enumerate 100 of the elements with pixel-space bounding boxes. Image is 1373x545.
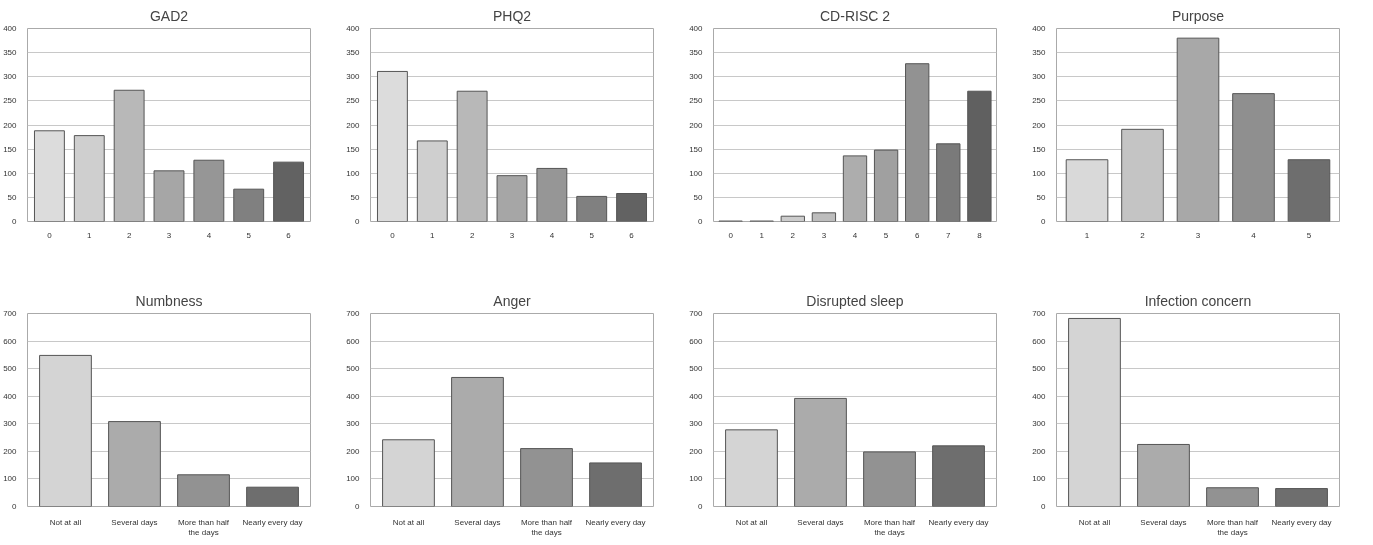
y-tick-label: 300: [1032, 72, 1047, 82]
chart-title: Disrupted sleep: [806, 292, 904, 309]
x-tick-label: 3: [166, 230, 172, 240]
y-tick-label: 200: [3, 446, 18, 456]
y-tick-label: 600: [346, 336, 361, 346]
y-tick-label: 100: [346, 474, 361, 484]
y-tick-label: 400: [3, 391, 18, 401]
chart-title: PHQ2: [492, 7, 532, 24]
y-tick-label: 0: [1041, 502, 1047, 511]
x-tick-label: 4: [549, 230, 555, 240]
y-tick-label: 200: [346, 120, 361, 130]
y-tick-label: 300: [689, 419, 704, 429]
x-tick-label: More than half the days: [520, 517, 573, 538]
bar: [496, 175, 528, 222]
bar: [576, 195, 608, 222]
x-tick-label: 3: [821, 230, 827, 240]
bar: [193, 159, 225, 222]
x-tick-label: 3: [509, 230, 515, 240]
y-tick-label: 600: [1032, 336, 1047, 346]
y-tick-label: 600: [689, 336, 704, 346]
bar: [811, 212, 837, 222]
x-tick-label: Several days: [111, 517, 158, 527]
y-tick-label: 250: [1032, 96, 1047, 106]
y-tick-label: 300: [346, 419, 361, 429]
bar: [863, 451, 916, 507]
y-tick-label: 500: [1032, 364, 1047, 374]
x-tick-label: Several days: [797, 517, 844, 527]
x-tick-label: More than half the days: [863, 517, 916, 538]
x-tick-label: Not at all: [49, 517, 82, 527]
x-tick-label: 0: [390, 230, 396, 240]
x-tick-label: 5: [1306, 230, 1312, 240]
chart-title: Infection concern: [1144, 292, 1252, 309]
bar: [1176, 37, 1220, 222]
x-tick-label: 4: [852, 230, 858, 240]
x-tick-label: Nearly every day: [1271, 517, 1332, 527]
y-tick-label: 400: [1032, 24, 1047, 33]
y-tick-label: 300: [1032, 419, 1047, 429]
x-tick-label: Several days: [454, 517, 501, 527]
y-tick-label: 100: [689, 474, 704, 484]
x-tick-label: Not at all: [1078, 517, 1111, 527]
x-tick-label: More than half the days: [177, 517, 230, 538]
y-tick-label: 700: [689, 309, 704, 318]
y-tick-label: 50: [1036, 192, 1047, 202]
x-tick-label: 1: [430, 230, 436, 240]
bar: [536, 167, 568, 222]
y-tick-label: 250: [346, 96, 361, 106]
x-tick-label: Nearly every day: [585, 517, 646, 527]
y-tick-label: 300: [689, 72, 704, 82]
y-tick-label: 200: [1032, 120, 1047, 130]
y-tick-label: 100: [1032, 168, 1047, 178]
x-tick-label: 1: [759, 230, 765, 240]
y-tick-label: 400: [1032, 391, 1047, 401]
y-tick-label: 700: [1032, 309, 1047, 318]
x-tick-label: 2: [126, 230, 132, 240]
bar: [1232, 93, 1275, 222]
x-tick-label: 2: [1140, 230, 1146, 240]
x-tick-label: Not at all: [392, 517, 425, 527]
chart-title: Purpose: [1171, 7, 1225, 24]
x-tick-label: Nearly every day: [242, 517, 303, 527]
y-tick-label: 0: [355, 502, 361, 511]
y-tick-label: 500: [346, 364, 361, 374]
y-tick-label: 100: [689, 168, 704, 178]
y-tick-label: 100: [3, 168, 18, 178]
y-tick-label: 50: [350, 192, 361, 202]
y-tick-label: 200: [689, 120, 704, 130]
x-tick-label: 5: [246, 230, 252, 240]
bar: [794, 397, 847, 507]
x-tick-label: Several days: [1140, 517, 1187, 527]
x-tick-label: 4: [206, 230, 212, 240]
y-tick-label: 150: [346, 144, 361, 154]
y-tick-label: 500: [3, 364, 18, 374]
y-tick-label: 600: [3, 336, 18, 346]
chart-title: Numbness: [135, 292, 203, 309]
bar: [108, 421, 161, 507]
bar: [113, 89, 145, 222]
x-tick-label: 3: [1195, 230, 1201, 240]
y-tick-label: 200: [3, 120, 18, 130]
y-tick-label: 500: [689, 364, 704, 374]
x-tick-label: More than half the days: [1206, 517, 1259, 538]
bar: [273, 161, 305, 222]
x-tick-label: 7: [946, 230, 952, 240]
bar: [936, 143, 961, 222]
bar: [177, 474, 230, 507]
y-tick-label: 700: [3, 309, 18, 318]
y-tick-label: 150: [1032, 144, 1047, 154]
bar: [1065, 159, 1109, 222]
bar: [451, 376, 504, 507]
x-tick-label: 5: [883, 230, 889, 240]
y-tick-label: 200: [689, 446, 704, 456]
x-tick-label: 0: [47, 230, 53, 240]
x-tick-label: 6: [286, 230, 292, 240]
y-tick-label: 50: [693, 192, 704, 202]
y-tick-label: 150: [689, 144, 704, 154]
bar: [153, 170, 185, 222]
bar: [1206, 487, 1259, 507]
bar: [589, 462, 642, 507]
y-tick-label: 50: [7, 192, 18, 202]
bar: [246, 486, 299, 507]
y-tick-label: 0: [12, 217, 18, 226]
bar: [932, 445, 985, 507]
